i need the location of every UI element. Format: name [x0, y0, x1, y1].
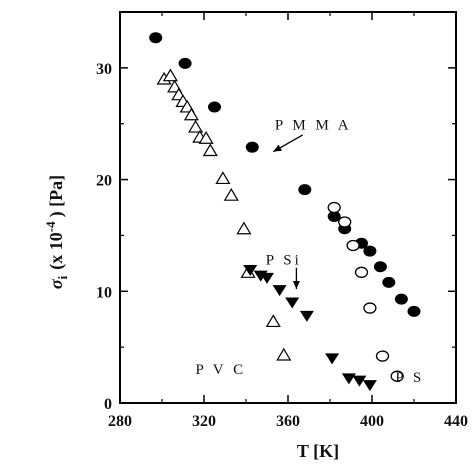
data-points — [149, 32, 421, 392]
data-point — [362, 380, 377, 392]
series-pvc — [156, 68, 292, 361]
y-tick-label: 30 — [96, 61, 112, 78]
x-tick-label: 320 — [192, 413, 216, 430]
data-point — [245, 141, 259, 153]
y-axis-label-close: ) [Pa] — [46, 175, 67, 217]
y-tick-label: 10 — [96, 284, 112, 301]
y-axis-label-sigma: σ — [46, 278, 66, 289]
annotation-label: P S — [395, 370, 424, 386]
data-point — [208, 101, 221, 113]
data-point — [223, 188, 239, 201]
data-point — [276, 347, 292, 361]
data-point — [236, 221, 252, 235]
data-point — [373, 261, 387, 273]
data-point — [202, 143, 218, 157]
y-axis-label-open: (x 10 — [46, 232, 67, 270]
data-point — [375, 350, 390, 362]
data-point — [346, 239, 360, 252]
axis-ticks: 280 320 360 400 440 0 10 20 30 — [96, 12, 468, 430]
data-point — [162, 68, 178, 82]
annotation-arrow-head — [273, 144, 282, 152]
series-pmma — [149, 32, 421, 317]
data-point — [394, 293, 408, 305]
annotation-arrow-head — [292, 281, 300, 290]
data-point — [327, 210, 341, 222]
data-point — [363, 245, 377, 257]
x-axis-label: T [K] — [297, 441, 339, 461]
series-psi — [243, 265, 377, 392]
data-point — [299, 310, 314, 322]
y-axis-label: σi (x 10-4 ) [Pa] — [43, 175, 70, 289]
svg-text:σi(x 10-4) [Pa]: σi (x 10-4 ) [Pa] — [43, 175, 70, 289]
x-tick-label: 280 — [108, 413, 132, 430]
series-ps — [327, 201, 404, 382]
data-point — [285, 297, 300, 309]
data-point — [243, 265, 258, 277]
y-axis-label-exponent: -4 — [43, 221, 58, 232]
data-point — [183, 107, 199, 121]
x-tick-label: 440 — [444, 413, 468, 430]
data-point — [188, 119, 204, 133]
data-point — [149, 32, 163, 44]
x-tick-label: 400 — [360, 413, 384, 430]
data-point — [338, 216, 352, 228]
data-point — [178, 57, 192, 69]
data-point — [407, 305, 421, 317]
y-tick-label: 0 — [104, 396, 112, 413]
data-point — [265, 314, 281, 328]
data-point — [327, 201, 341, 214]
data-point — [215, 171, 231, 185]
data-point — [363, 302, 377, 314]
data-point — [341, 373, 356, 385]
y-axis-label-subscript: i — [55, 275, 70, 279]
annotations: P M M A P Si P V C P S — [196, 117, 424, 386]
annotation-label: P V C — [196, 362, 247, 378]
data-point — [298, 184, 312, 196]
data-point — [352, 375, 367, 387]
data-point — [382, 276, 396, 288]
data-point — [198, 131, 214, 144]
y-tick-label: 20 — [96, 173, 112, 190]
data-point — [260, 272, 274, 284]
data-point — [354, 266, 369, 278]
data-point — [390, 370, 404, 382]
data-point — [272, 285, 287, 297]
data-point — [325, 353, 340, 365]
annotation-label: P M M A — [275, 117, 352, 133]
x-tick-label: 360 — [276, 413, 300, 430]
annotation-label: P Si — [266, 252, 302, 268]
